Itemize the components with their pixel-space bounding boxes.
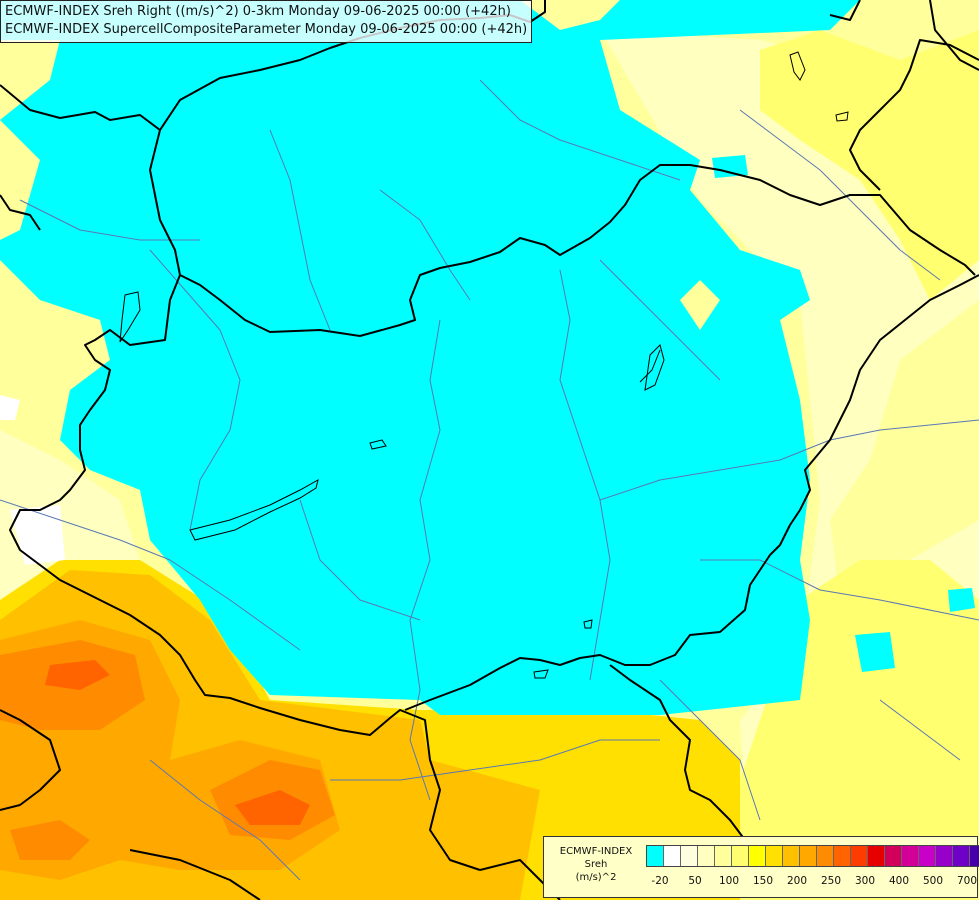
legend-swatch bbox=[970, 846, 979, 866]
field-cyan-blob-east bbox=[855, 632, 895, 672]
field-yellow-southeast bbox=[720, 560, 979, 900]
field-cyan-main bbox=[0, 0, 860, 715]
lakes bbox=[189, 51, 849, 629]
legend-variable: Sreh bbox=[584, 859, 608, 870]
legend-swatch bbox=[783, 846, 800, 866]
legend-tick-label: 250 bbox=[820, 875, 842, 887]
legend-swatch bbox=[919, 846, 936, 866]
legend-swatch bbox=[732, 846, 749, 866]
field-red-orange-core-2 bbox=[235, 790, 310, 825]
map-title-line2: ECMWF-INDEX SupercellCompositeParameter … bbox=[5, 22, 528, 37]
legend-tick-label: -20 bbox=[651, 875, 669, 887]
legend-swatches bbox=[646, 845, 979, 867]
legend-swatch bbox=[817, 846, 834, 866]
legend-source: ECMWF-INDEX bbox=[559, 846, 633, 857]
legend-tick-label: 50 bbox=[688, 875, 702, 887]
legend-swatch bbox=[868, 846, 885, 866]
color-legend: ECMWF-INDEX Sreh (m/s)^2 -20 50 100 150 200 2… bbox=[543, 836, 979, 898]
legend-swatch bbox=[851, 846, 868, 866]
field-cyan-blob-northeast bbox=[712, 155, 748, 178]
legend-unit: (m/s)^2 bbox=[575, 872, 617, 883]
legend-tick-label: 400 bbox=[888, 875, 910, 887]
legend-swatch bbox=[953, 846, 970, 866]
legend-swatch bbox=[681, 846, 698, 866]
legend-tick-label: 100 bbox=[718, 875, 740, 887]
legend-swatch bbox=[647, 846, 664, 866]
rivers bbox=[0, 79, 979, 881]
field-red-orange-core-1 bbox=[45, 660, 110, 690]
legend-tick-label: 700 bbox=[956, 875, 978, 887]
legend-ticks: -20 50 100 150 200 250 300 400 500 700 bbox=[646, 875, 978, 889]
legend-swatch bbox=[800, 846, 817, 866]
legend-swatch bbox=[936, 846, 953, 866]
field-yellow-spot-east bbox=[680, 280, 720, 330]
field-cyan-blob-far-east bbox=[948, 588, 975, 612]
legend-tick-label: 150 bbox=[752, 875, 774, 887]
legend-swatch bbox=[664, 846, 681, 866]
map-title-box: ECMWF-INDEX Sreh Right ((m/s)^2) 0-3km M… bbox=[0, 0, 533, 43]
legend-swatch bbox=[885, 846, 902, 866]
legend-tick-label: 300 bbox=[854, 875, 876, 887]
map-title-line1: ECMWF-INDEX Sreh Right ((m/s)^2) 0-3km M… bbox=[5, 4, 511, 19]
legend-swatch bbox=[766, 846, 783, 866]
region-borders bbox=[119, 291, 661, 679]
legend-label: ECMWF-INDEX Sreh (m/s)^2 bbox=[548, 845, 644, 884]
legend-tick-label: 500 bbox=[922, 875, 944, 887]
legend-swatch bbox=[749, 846, 766, 866]
field-yellow-east bbox=[760, 30, 979, 300]
field-deep-orange-south-3 bbox=[10, 820, 90, 860]
legend-tick-label: 200 bbox=[786, 875, 808, 887]
field-white-northwest bbox=[0, 395, 20, 420]
field-cyan-northwest bbox=[0, 40, 100, 140]
field-white-west bbox=[10, 505, 65, 565]
legend-swatch bbox=[834, 846, 851, 866]
legend-swatch bbox=[715, 846, 732, 866]
legend-swatch bbox=[902, 846, 919, 866]
field-yellow-corner-top-left bbox=[0, 40, 60, 120]
legend-swatch bbox=[698, 846, 715, 866]
